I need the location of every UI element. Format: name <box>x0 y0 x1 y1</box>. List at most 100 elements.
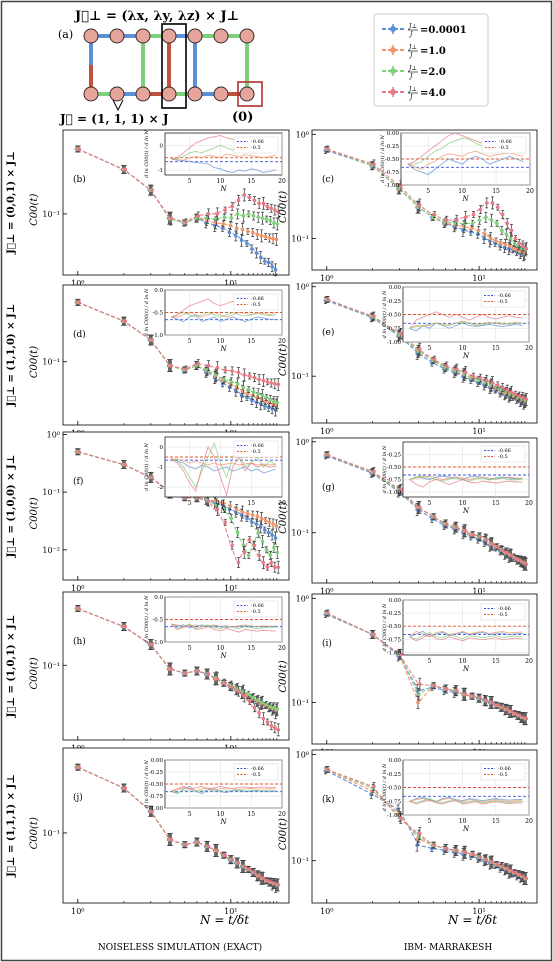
data-point <box>261 716 266 721</box>
inset-x-tick-label: 15 <box>492 188 500 195</box>
inset-series-line <box>170 445 276 497</box>
data-point <box>272 399 276 404</box>
series-line-4.0 <box>326 148 526 250</box>
data-point <box>270 533 274 537</box>
data-point <box>495 205 500 210</box>
legend-label: =0.0001 <box>420 25 467 36</box>
data-point <box>247 374 252 378</box>
inset-y-tick-label: -1.00 <box>387 650 402 656</box>
data-point <box>184 367 188 371</box>
data-point <box>517 394 522 398</box>
data-point <box>241 385 246 390</box>
data-point <box>206 672 211 676</box>
data-point <box>230 857 234 862</box>
legend-ratio-den: J <box>408 73 413 80</box>
inset-legend <box>481 136 527 154</box>
data-point <box>123 167 128 172</box>
data-point <box>206 212 211 216</box>
panel-label: (k) <box>322 794 334 805</box>
data-point <box>169 837 174 842</box>
data-point <box>511 246 516 251</box>
inset-legend-label: -0.5 <box>251 145 261 151</box>
data-point <box>275 550 280 555</box>
data-point <box>261 201 266 206</box>
data-point <box>257 201 261 206</box>
data-point <box>264 217 269 221</box>
panel-label: (g) <box>322 482 335 493</box>
inset-ylabel: d ln C00(t) / d ln N <box>143 595 150 643</box>
lattice-site <box>135 28 151 44</box>
y-axis-label: C00(t) <box>278 818 289 850</box>
rung-highlight-box <box>161 23 187 109</box>
data-point <box>261 560 266 565</box>
data-point <box>215 507 220 512</box>
inset-legend-label: -0.66 <box>251 443 264 449</box>
data-point <box>268 218 273 223</box>
data-point <box>264 548 269 552</box>
data-point <box>488 236 493 241</box>
inset-y-tick-label: -0.50 <box>385 157 400 163</box>
x-tick-label: 10¹ <box>472 274 485 283</box>
data-point <box>469 226 474 231</box>
data-point <box>252 198 257 203</box>
inset-xlabel: N <box>462 352 470 360</box>
inset-xlabel: N <box>462 507 470 515</box>
data-point <box>326 767 330 772</box>
inset-x-tick-label: 5 <box>428 500 432 507</box>
inset-x-tick-label: 20 <box>278 811 286 818</box>
inset-legend-label: -0.5 <box>251 302 261 308</box>
inset-y-tick-label: -1.0 <box>152 333 163 339</box>
data-point <box>247 699 252 704</box>
data-point <box>508 236 513 241</box>
data-point <box>256 391 261 396</box>
data-point <box>196 214 201 218</box>
data-point <box>326 452 330 457</box>
data-point <box>257 710 261 715</box>
data-point <box>417 692 421 697</box>
inset-series-line <box>409 798 523 804</box>
data-point <box>432 514 437 519</box>
data-point <box>504 232 509 237</box>
data-point <box>500 864 505 869</box>
data-point <box>223 208 227 212</box>
x-tick-label: 10⁰ <box>320 427 333 436</box>
data-point <box>471 694 476 699</box>
legend-ratio-symbol: J⊥ <box>407 65 417 72</box>
inset: 5 10 15 200.0-0.5-1.0-0.66-0.5Nd ln C00(t) … <box>143 595 286 660</box>
inset-y-tick-label: -0.75 <box>385 170 400 176</box>
inset-x-tick-label: 15 <box>492 345 500 352</box>
panel-f: 10⁰ 10¹ 10⁰ 10⁻¹ 10⁻² (f) 5 10 15 20 0 -1 -2 -0.66-0.… <box>29 430 290 593</box>
inset: 5 10 15 20 0 -1 -0.66-0.5 Nd ln C00(t) / d ln N <box>143 130 286 193</box>
inset-y-tick-label: 0.00 <box>389 285 402 291</box>
data-point <box>444 687 449 691</box>
data-point <box>463 528 468 533</box>
data-point <box>398 487 403 492</box>
data-point <box>266 530 271 535</box>
data-point <box>521 715 525 720</box>
data-point <box>273 536 278 540</box>
data-point <box>509 709 514 714</box>
data-point <box>398 816 403 821</box>
data-point <box>261 876 266 881</box>
inset-legend <box>480 445 526 463</box>
inset-y-tick-label: -1.00 <box>385 183 400 189</box>
lattice-site <box>213 28 229 44</box>
legend-ratio-symbol: J⊥ <box>407 86 417 93</box>
legend-ratio-den: J <box>408 94 413 101</box>
data-point <box>470 221 475 226</box>
inset-y-tick-label: -1.00 <box>149 806 164 812</box>
data-point <box>215 365 220 370</box>
inset-y-tick-label: -0.50 <box>387 465 402 471</box>
inset-x-tick-label: 20 <box>525 500 533 507</box>
data-point <box>123 319 128 323</box>
inset-legend-label: -0.5 <box>498 454 508 460</box>
data-point <box>242 193 247 197</box>
y-tick-label: 10⁻¹ <box>42 210 60 219</box>
inset-y-tick-label: -0.50 <box>387 624 402 630</box>
data-point <box>262 528 267 532</box>
inset-y-tick-label: -0.50 <box>387 313 402 319</box>
x-tick-label: 10⁰ <box>320 907 333 916</box>
lattice-site <box>109 28 125 44</box>
data-point <box>521 874 525 879</box>
data-point <box>236 560 241 565</box>
